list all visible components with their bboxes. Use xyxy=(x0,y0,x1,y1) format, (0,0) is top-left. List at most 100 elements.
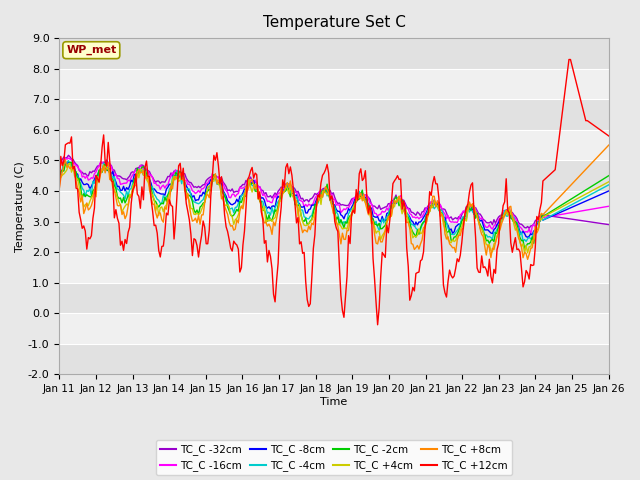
TC_C +12cm xyxy=(219,191,227,196)
TC_C +8cm xyxy=(524,256,531,262)
TC_C -4cm xyxy=(239,192,247,198)
TC_C -16cm xyxy=(221,185,228,191)
Bar xyxy=(60,344,609,374)
TC_C -32cm xyxy=(605,222,612,228)
TC_C +12cm xyxy=(237,265,245,271)
TC_C -8cm xyxy=(124,187,132,192)
Bar xyxy=(60,222,609,252)
TC_C -4cm xyxy=(124,192,132,198)
TC_C -2cm xyxy=(297,212,305,218)
Text: WP_met: WP_met xyxy=(66,45,116,55)
TC_C +4cm xyxy=(577,193,585,199)
Line: TC_C -4cm: TC_C -4cm xyxy=(60,161,609,241)
TC_C -4cm xyxy=(65,158,72,164)
TC_C +8cm xyxy=(576,173,584,179)
TC_C -16cm xyxy=(527,231,534,237)
TC_C -4cm xyxy=(522,239,530,244)
TC_C -16cm xyxy=(577,208,585,214)
TC_C -4cm xyxy=(577,197,585,203)
TC_C +8cm xyxy=(123,212,131,218)
X-axis label: Time: Time xyxy=(321,397,348,407)
TC_C -2cm xyxy=(521,245,529,251)
TC_C -32cm xyxy=(124,175,132,180)
TC_C -2cm xyxy=(221,193,228,199)
TC_C +4cm xyxy=(248,189,256,195)
Bar xyxy=(60,191,609,222)
TC_C -16cm xyxy=(605,204,612,209)
TC_C +12cm xyxy=(296,241,303,247)
TC_C +4cm xyxy=(221,202,228,207)
TC_C +12cm xyxy=(374,322,381,328)
Bar xyxy=(60,160,609,191)
TC_C -32cm xyxy=(297,196,305,202)
TC_C +12cm xyxy=(605,133,612,139)
TC_C +4cm xyxy=(521,250,529,256)
TC_C +8cm xyxy=(56,186,63,192)
TC_C -8cm xyxy=(577,200,585,206)
TC_C +8cm xyxy=(296,218,303,224)
TC_C +8cm xyxy=(237,204,245,209)
TC_C +12cm xyxy=(577,99,585,105)
TC_C -32cm xyxy=(239,181,247,187)
TC_C -16cm xyxy=(65,155,72,161)
Title: Temperature Set C: Temperature Set C xyxy=(262,15,405,30)
Line: TC_C -8cm: TC_C -8cm xyxy=(60,163,609,237)
TC_C -8cm xyxy=(297,204,305,210)
TC_C +4cm xyxy=(605,179,612,185)
TC_C -32cm xyxy=(221,181,228,187)
Line: TC_C +8cm: TC_C +8cm xyxy=(60,145,609,259)
TC_C -4cm xyxy=(297,207,305,213)
TC_C +4cm xyxy=(56,173,63,179)
TC_C +12cm xyxy=(565,57,573,62)
TC_C +4cm xyxy=(239,203,247,209)
TC_C +12cm xyxy=(247,168,255,174)
TC_C -2cm xyxy=(66,159,74,165)
Bar xyxy=(60,130,609,160)
TC_C -2cm xyxy=(56,174,63,180)
TC_C -32cm xyxy=(248,178,256,184)
TC_C -8cm xyxy=(221,191,228,196)
TC_C -16cm xyxy=(239,185,247,191)
TC_C -8cm xyxy=(605,188,612,194)
TC_C -4cm xyxy=(221,191,228,197)
TC_C -8cm xyxy=(524,234,531,240)
Line: TC_C +4cm: TC_C +4cm xyxy=(60,164,609,253)
TC_C -2cm xyxy=(124,192,132,198)
TC_C -8cm xyxy=(239,190,247,196)
Line: TC_C -2cm: TC_C -2cm xyxy=(60,162,609,248)
TC_C +4cm xyxy=(65,161,72,167)
TC_C -4cm xyxy=(248,182,256,188)
TC_C -32cm xyxy=(577,217,585,223)
TC_C -32cm xyxy=(525,226,533,231)
TC_C +4cm xyxy=(297,213,305,218)
TC_C -8cm xyxy=(56,169,63,175)
TC_C -32cm xyxy=(56,160,63,166)
TC_C -4cm xyxy=(605,182,612,188)
TC_C +12cm xyxy=(123,240,131,246)
Bar xyxy=(60,99,609,130)
Line: TC_C -32cm: TC_C -32cm xyxy=(60,156,609,228)
TC_C -4cm xyxy=(56,174,63,180)
TC_C -16cm xyxy=(248,179,256,184)
TC_C +8cm xyxy=(219,194,227,200)
TC_C -16cm xyxy=(124,177,132,183)
TC_C -2cm xyxy=(248,180,256,186)
Bar xyxy=(60,252,609,283)
Y-axis label: Temperature (C): Temperature (C) xyxy=(15,161,25,252)
TC_C +4cm xyxy=(124,202,132,208)
Legend: TC_C -32cm, TC_C -16cm, TC_C -8cm, TC_C -4cm, TC_C -2cm, TC_C +4cm, TC_C +8cm, T: TC_C -32cm, TC_C -16cm, TC_C -8cm, TC_C … xyxy=(156,440,512,476)
TC_C +8cm xyxy=(605,142,612,148)
TC_C -2cm xyxy=(577,190,585,196)
TC_C -32cm xyxy=(65,153,72,158)
TC_C +8cm xyxy=(247,178,255,183)
Bar xyxy=(60,313,609,344)
Line: TC_C +12cm: TC_C +12cm xyxy=(60,60,609,325)
Bar xyxy=(60,38,609,69)
TC_C -8cm xyxy=(248,180,256,186)
TC_C +12cm xyxy=(56,187,63,192)
TC_C -16cm xyxy=(56,163,63,168)
TC_C -16cm xyxy=(297,198,305,204)
TC_C -2cm xyxy=(605,173,612,179)
TC_C -8cm xyxy=(66,160,74,166)
Bar xyxy=(60,283,609,313)
